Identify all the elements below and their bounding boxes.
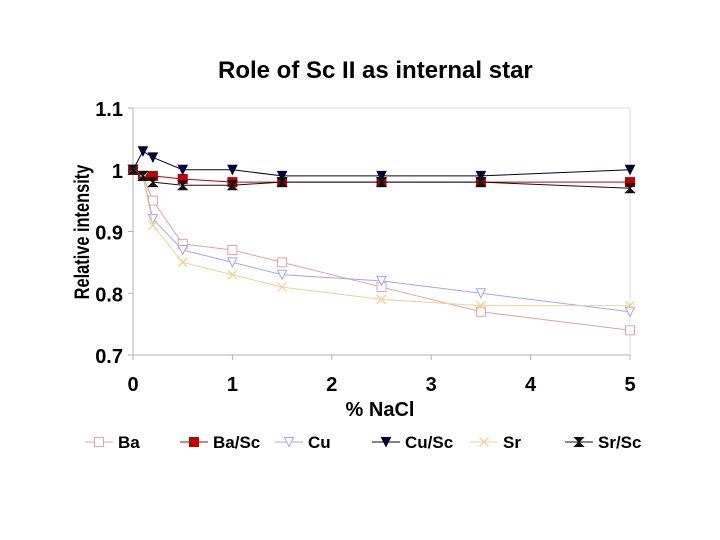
data-point [475,170,487,182]
data-point [276,170,288,182]
data-point [376,170,387,182]
series-sr-sc [127,164,636,194]
legend-label: Cu [308,433,331,452]
data-point [625,325,635,336]
data-point [277,257,288,268]
x-tick-label: 2 [326,374,337,396]
legend-item: Sr [470,433,521,452]
data-point [624,164,636,176]
y-tick-label: 0.9 [95,223,123,245]
data-point [147,177,159,188]
y-axis-label: Relative intensity [70,164,93,299]
data-point [475,177,487,188]
plot-area [132,107,631,356]
x-tick-label: 3 [426,374,437,396]
x-tick-label: 0 [127,374,138,396]
data-point [177,164,189,176]
data-point [147,220,158,231]
legend-item: Ba [85,433,140,452]
data-point [177,257,188,268]
data-point [475,300,486,311]
legend-marker [380,437,392,448]
legend-item: Ba/Sc [180,433,260,452]
legend-marker [573,437,585,447]
y-tick-label: 1 [112,161,123,183]
x-tick-label: 4 [525,374,537,396]
data-point [624,183,636,194]
data-point [227,164,238,176]
series-cu [127,164,636,318]
y-tick-label: 1.1 [95,99,123,121]
series-line [132,169,631,331]
data-point [137,170,149,181]
legend-item: Cu [275,433,331,452]
x-tick-label: 1 [227,374,238,396]
data-point [127,164,139,175]
data-point [226,180,239,191]
legend-item: Sr/Sc [565,433,641,452]
data-point [375,177,388,188]
data-point [276,177,288,188]
legend-label: Ba/Sc [213,433,260,452]
legend-label: Sr [503,433,521,452]
data-point [227,269,238,280]
data-point [277,282,288,293]
data-point [227,257,238,268]
legend-label: Ba [118,433,140,452]
data-point [177,245,189,256]
data-point [376,275,387,287]
data-point [475,306,486,317]
series-cu-sc [127,146,636,182]
series-ba [128,164,635,336]
legend-marker [283,437,295,448]
y-tick-label: 0.7 [95,346,123,368]
legend-marker [479,437,489,447]
legend-label: Cu/Sc [405,433,453,452]
data-point [625,300,635,311]
data-point [624,306,636,318]
data-point [227,245,238,256]
data-point [376,294,387,305]
data-point [176,180,189,191]
data-point [276,269,288,281]
legend-item: Cu/Sc [372,433,453,452]
data-point [137,146,149,157]
legend-marker [94,437,104,447]
legend-marker [189,437,199,447]
y-tick-label: 0.8 [95,284,123,306]
legend-label: Sr/Sc [598,433,641,452]
chart-title: Role of Sc II as internal star [218,57,533,84]
x-tick-label: 5 [624,374,635,396]
data-point [475,288,487,299]
data-point [147,152,159,164]
x-axis-label: % NaCl [346,399,415,421]
data-point [147,214,159,225]
